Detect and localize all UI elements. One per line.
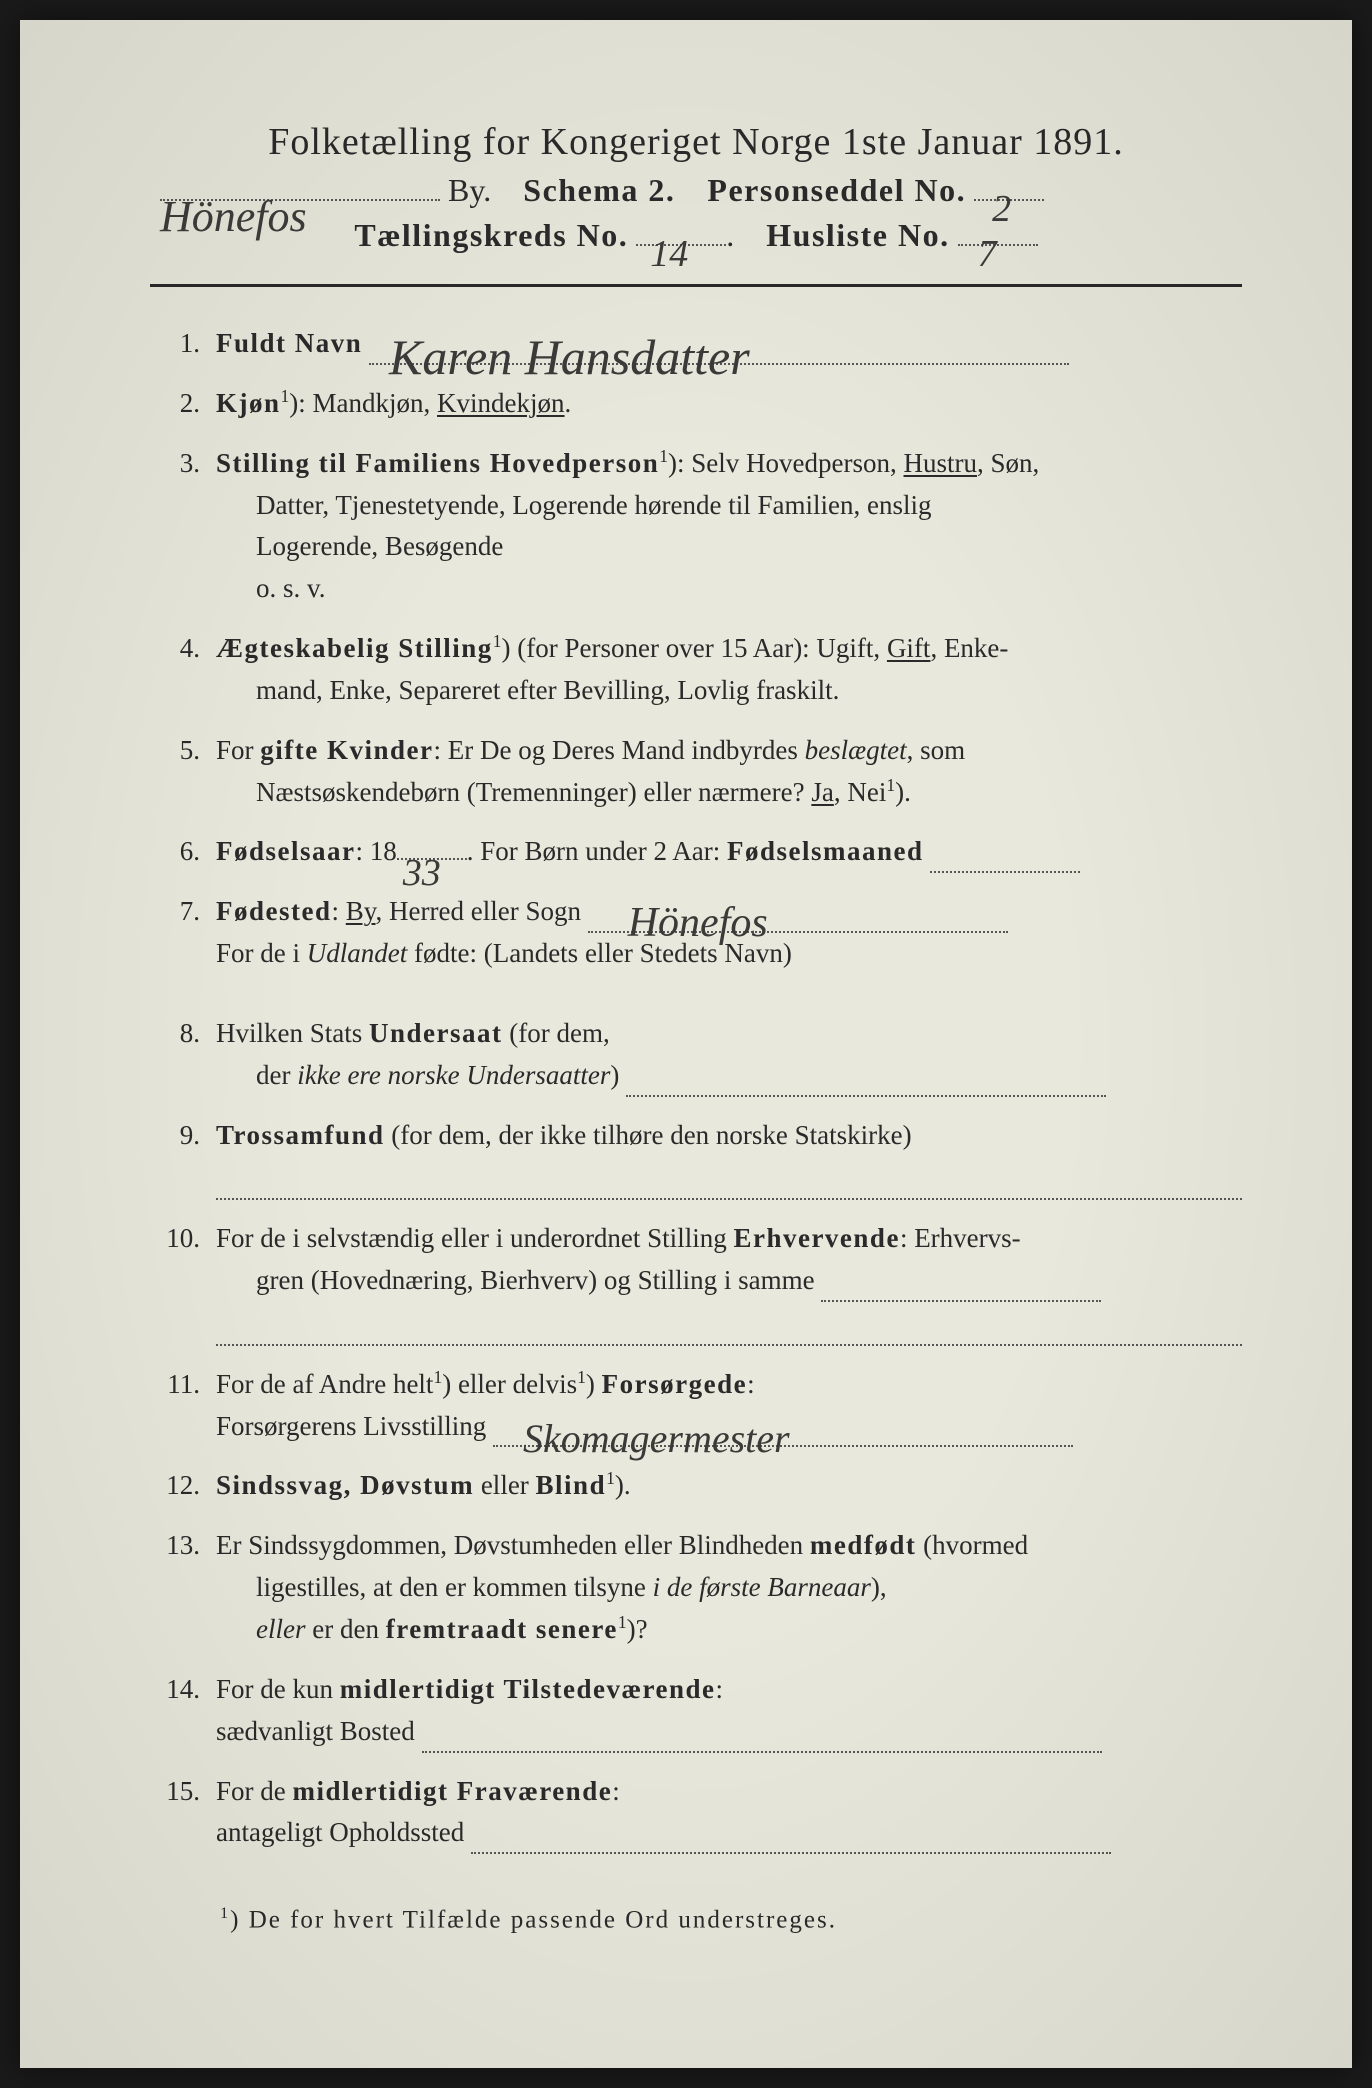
by-label: By. <box>448 172 491 208</box>
provider-field: Skomagermester <box>493 1418 1073 1448</box>
city-field: Hönefos <box>160 199 440 201</box>
field-7-birthplace: 7. Fødested: By, Herred eller Sogn Hönef… <box>160 891 1242 975</box>
kreds-husliste-line: Tællingskreds No. 14 . Husliste No. 7 <box>150 217 1242 254</box>
schema-label: Schema 2. <box>523 172 675 208</box>
husliste-label: Husliste No. <box>766 217 949 253</box>
field-8-nationality: 8. Hvilken Stats Undersaat (for dem, der… <box>160 1013 1242 1097</box>
kreds-field: 14 <box>636 244 726 246</box>
personseddel-field: 2 <box>974 199 1044 201</box>
birthplace-type-selected: By <box>346 896 376 926</box>
birthyear-field: 33 <box>397 858 467 860</box>
kreds-no: 14 <box>650 232 688 276</box>
field-5-related: 5. For gifte Kvinder: Er De og Deres Man… <box>160 730 1242 814</box>
census-form-page: Folketælling for Kongeriget Norge 1ste J… <box>20 20 1352 2068</box>
field-12-disability: 12. Sindssvag, Døvstum eller Blind1). <box>160 1465 1242 1507</box>
city-schema-line: Hönefos By. Schema 2. Personseddel No. 2 <box>150 172 1242 209</box>
relation-selected: Hustru <box>904 448 978 478</box>
field-4-marital: 4. Ægteskabelig Stilling1) (for Personer… <box>160 628 1242 712</box>
field-14-temp-present: 14. For de kun midlertidigt Tilstedevære… <box>160 1669 1242 1753</box>
husliste-no: 7 <box>978 232 997 276</box>
kreds-label: Tællingskreds No. <box>354 217 628 253</box>
main-title: Folketælling for Kongeriget Norge 1ste J… <box>150 120 1242 164</box>
form-header: Folketælling for Kongeriget Norge 1ste J… <box>150 120 1242 254</box>
birthplace-field: Hönefos <box>588 903 1008 933</box>
field-10-occupation: 10. For de i selvstændig eller i underor… <box>160 1218 1242 1345</box>
header-divider <box>150 284 1242 287</box>
field-1-name: 1. Fuldt Navn Karen Hansdatter <box>160 323 1242 365</box>
personseddel-label: Personseddel No. <box>707 172 966 208</box>
related-selected: Ja <box>811 777 834 807</box>
footnote: 1) De for hvert Tilfælde passende Ord un… <box>150 1904 1242 1934</box>
name-handwritten: Karen Hansdatter <box>389 319 750 397</box>
field-9-religion: 9. Trossamfund (for dem, der ikke tilhør… <box>160 1115 1242 1201</box>
field-3-relation: 3. Stilling til Familiens Hovedperson1):… <box>160 443 1242 610</box>
field-13-congenital: 13. Er Sindssygdommen, Døvstumheden elle… <box>160 1525 1242 1651</box>
husliste-field: 7 <box>958 244 1038 246</box>
marital-selected: Gift <box>887 633 931 663</box>
field-15-temp-absent: 15. For de midlertidigt Fraværende: anta… <box>160 1771 1242 1855</box>
field-11-provider: 11. For de af Andre helt1) eller delvis1… <box>160 1364 1242 1448</box>
field-6-birthyear: 6. Fødselsaar: 1833. For Børn under 2 Aa… <box>160 831 1242 873</box>
name-value-field: Karen Hansdatter <box>369 335 1069 365</box>
form-body: 1. Fuldt Navn Karen Hansdatter 2. Kjøn1)… <box>150 323 1242 1854</box>
